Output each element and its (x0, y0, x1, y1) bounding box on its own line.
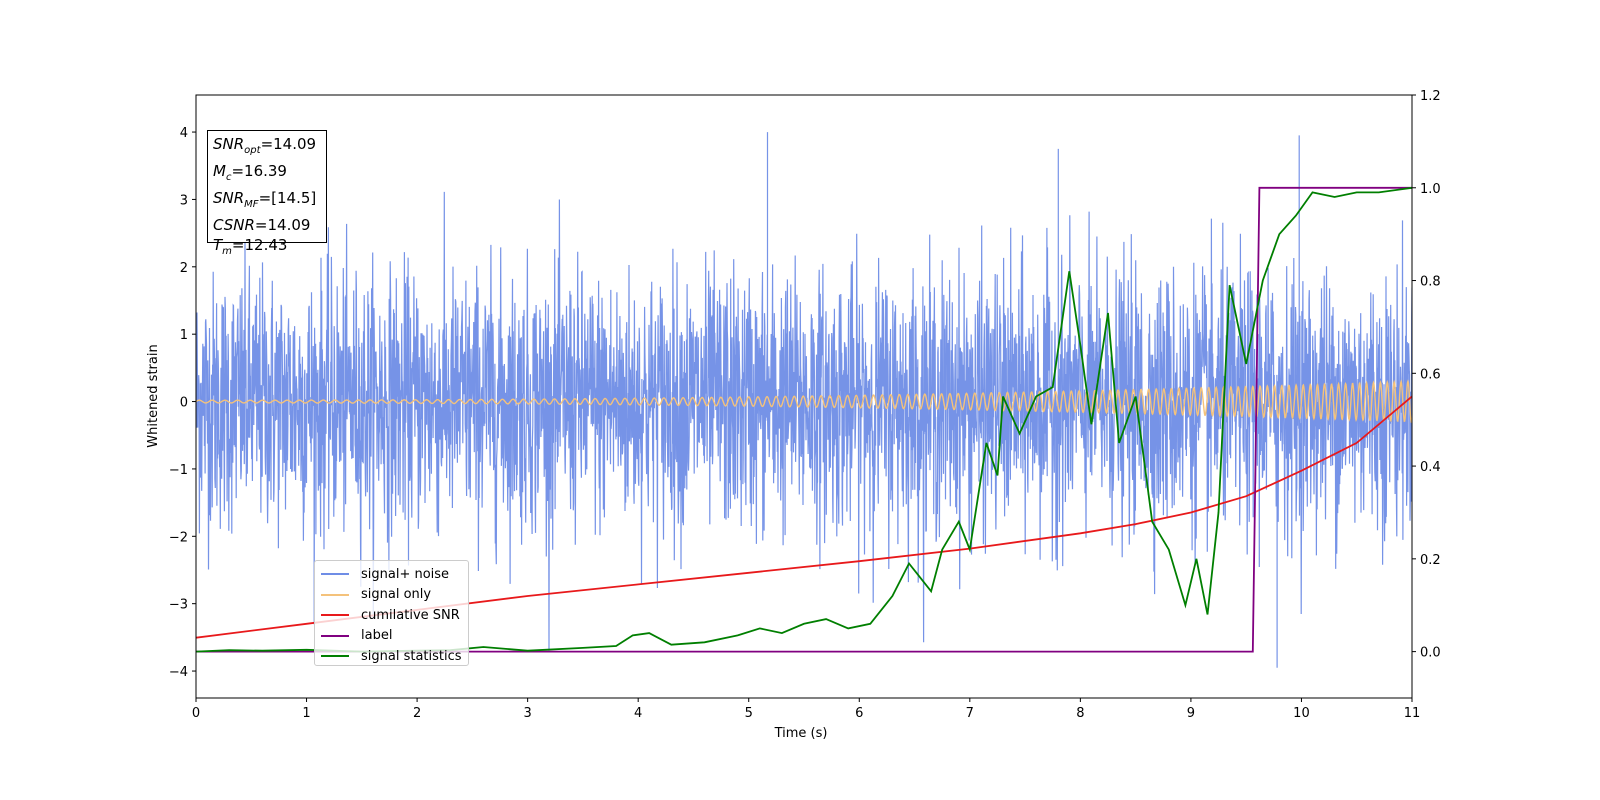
legend-entry-cumulative-snr: cumilative SNR (321, 605, 468, 626)
y2-tick-label: 1.0 (1420, 182, 1441, 197)
x-tick-label: 8 (1076, 706, 1084, 721)
x-tick-label: 3 (523, 706, 531, 721)
snr-mf-line: SNRMF=[14.5] (213, 189, 317, 210)
y-tick-label: −1 (169, 463, 188, 478)
y2-tick-label: 0.2 (1420, 553, 1441, 568)
legend-swatch (321, 593, 349, 596)
y2-tick-label: 0.0 (1420, 646, 1441, 661)
y-tick-label: −4 (169, 665, 188, 680)
legend-entry-signal-noise: signal+ noise (321, 564, 468, 585)
legend-entry-signal-only: signal only (321, 585, 468, 606)
y2-tick-label: 0.8 (1420, 275, 1441, 290)
y-tick-label: 4 (180, 126, 188, 141)
series-signal-only-line (196, 379, 1412, 424)
chart-legend: signal+ noise signal only cumilative SNR… (314, 560, 469, 666)
parameter-info-box: SNRopt=14.09 Mc=16.39 SNRMF=[14.5] CSNR=… (207, 130, 327, 257)
legend-entry-label: label (321, 626, 468, 647)
x-axis-label: Time (s) (774, 726, 828, 741)
legend-swatch (321, 634, 349, 637)
y-tick-label: 1 (180, 328, 188, 343)
y-tick-label: 3 (180, 193, 188, 208)
chirp-mass-line: Mc=16.39 (213, 162, 287, 183)
y-tick-label: −2 (169, 530, 188, 545)
axes: 0 1 2 3 4 5 6 7 8 9 10 11 −4 −3 −2 −1 0 1 2 3 4 0.0 0.2 0.4 0.6 0… (169, 89, 1441, 721)
legend-swatch (321, 573, 349, 576)
plot-area (196, 132, 1412, 668)
legend-swatch (321, 655, 349, 658)
y2-tick-label: 0.4 (1420, 460, 1441, 475)
y-axis-label: Whitened strain (146, 344, 161, 447)
series-label-line (196, 186, 1412, 653)
y-tick-label: −3 (169, 598, 188, 613)
y2-tick-label: 1.2 (1420, 89, 1441, 104)
x-tick-label: 9 (1187, 706, 1195, 721)
x-tick-label: 11 (1404, 706, 1421, 721)
csnr-line: CSNR=14.09 (213, 216, 311, 234)
x-tick-label: 0 (192, 706, 200, 721)
x-tick-label: 7 (966, 706, 974, 721)
snr-opt-line: SNRopt=14.09 (213, 135, 317, 156)
x-tick-label: 10 (1293, 706, 1310, 721)
x-tick-label: 4 (634, 706, 642, 721)
x-tick-label: 5 (745, 706, 753, 721)
x-tick-label: 6 (855, 706, 863, 721)
x-tick-label: 2 (413, 706, 421, 721)
plot-frame (195, 94, 1413, 699)
y-tick-label: 0 (180, 396, 188, 411)
x-tick-label: 1 (302, 706, 310, 721)
y-tick-label: 2 (180, 261, 188, 276)
series-signal-noise-line (196, 132, 1412, 668)
series-signal-statistics-line (196, 186, 1412, 653)
legend-entry-signal-statistics: signal statistics (321, 646, 468, 667)
legend-swatch (321, 614, 349, 617)
y2-tick-label: 0.6 (1420, 367, 1441, 382)
tm-line: Tm=12.43 (213, 236, 288, 257)
